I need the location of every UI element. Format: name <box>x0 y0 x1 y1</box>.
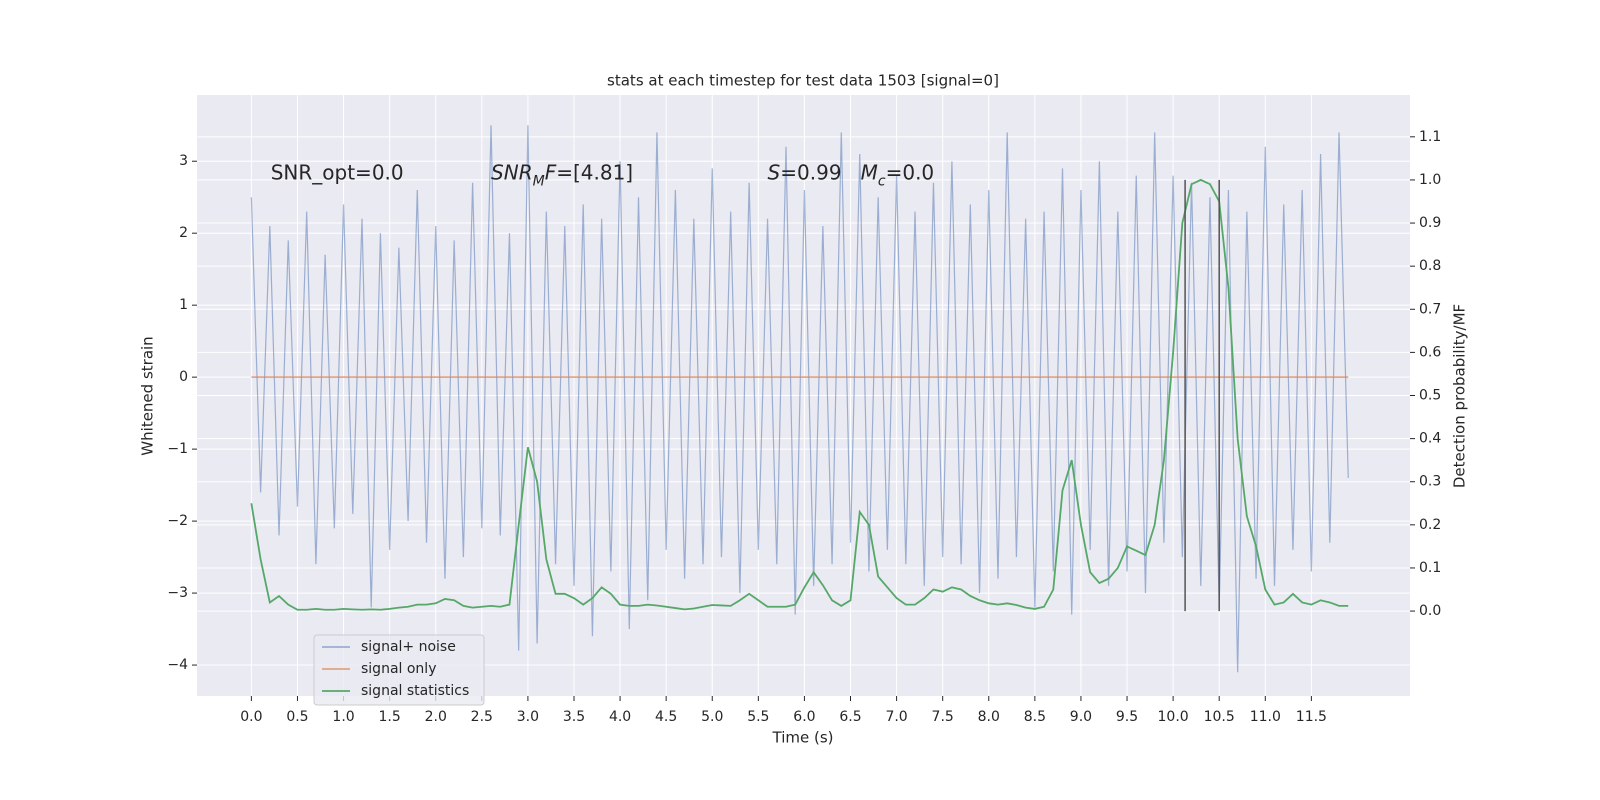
annotation-part: SNR <box>491 160 533 184</box>
x-tick-label: 4.5 <box>655 709 677 725</box>
x-tick-label: 9.0 <box>1070 709 1092 725</box>
y2-tick-label: 1.0 <box>1419 172 1441 188</box>
x-tick-label: 8.5 <box>1024 709 1046 725</box>
annotation-part: c <box>878 173 886 189</box>
annotation-part: S <box>768 160 781 184</box>
x-tick-label: 2.0 <box>425 709 447 725</box>
marks <box>250 125 1349 673</box>
y2-axis-label: Detection probability/MF <box>1451 304 1469 488</box>
x-tick-label: 10.5 <box>1204 709 1235 725</box>
y2-tick-label: 0.8 <box>1419 258 1441 274</box>
x-tick-label: 4.0 <box>609 709 631 725</box>
y2-tick-label: 0.7 <box>1419 301 1441 317</box>
y-tick-label: 1 <box>179 297 188 313</box>
annotation-part: M <box>533 173 545 189</box>
y-tick-label: 2 <box>179 225 188 241</box>
y-axis-label: Whitened strain <box>139 336 157 455</box>
annotation-part: SNR_opt=0.0 <box>271 160 404 184</box>
x-tick-label: 0.5 <box>286 709 308 725</box>
legend-box <box>313 634 485 706</box>
x-tick-label: 6.0 <box>793 709 815 725</box>
annotation-part: =0.99 <box>780 160 860 184</box>
y-tick-label: −3 <box>167 585 188 601</box>
y-tick-label: 3 <box>179 153 188 169</box>
x-tick-label: 11.5 <box>1296 709 1327 725</box>
series-line <box>250 178 1349 611</box>
annotation: SNR_opt=0.0 <box>271 160 404 184</box>
legend-label: signal only <box>361 661 436 677</box>
chart-title: stats at each timestep for test data 150… <box>607 72 999 90</box>
y2-tick-label: 0.4 <box>1419 431 1441 447</box>
y2-tick-label: 0.6 <box>1419 344 1441 360</box>
y2-tick-label: 0.0 <box>1419 603 1441 619</box>
annotation-part: F <box>545 160 557 184</box>
legend-label: signal statistics <box>361 683 469 699</box>
annotation: SNRMF=[4.81] <box>491 160 633 190</box>
x-tick-label: 10.0 <box>1158 709 1189 725</box>
series-line <box>250 125 1349 673</box>
annotation-part: M <box>861 160 878 184</box>
y2-tick-label: 0.9 <box>1419 215 1441 231</box>
annotation: S=0.99 Mc=0.0 <box>768 160 935 190</box>
y2-tick-label: 0.1 <box>1419 560 1441 576</box>
overlay: SNR_opt=0.0 SNRMF=[4.81] S=0.99 Mc=0.0 <box>271 160 1220 612</box>
y-tick-label: −1 <box>167 441 188 457</box>
x-tick-label: 1.0 <box>332 709 354 725</box>
x-tick-label: 1.5 <box>379 709 401 725</box>
x-tick-label: 0.0 <box>240 709 262 725</box>
y2-tick-label: 0.5 <box>1419 388 1441 404</box>
x-tick-label: 3.0 <box>517 709 539 725</box>
grid <box>197 95 1410 696</box>
x-tick-label: 3.5 <box>563 709 585 725</box>
y2-tick-label: 0.3 <box>1419 474 1441 490</box>
y-tick-label: −4 <box>167 657 188 673</box>
y-tick-label: 0 <box>179 369 188 385</box>
legend: signal+ noise signal only signal statistic… <box>313 634 485 706</box>
x-axis-label: Time (s) <box>772 729 834 747</box>
y2-tick-label: 1.1 <box>1419 129 1441 145</box>
x-tick-label: 11.0 <box>1250 709 1281 725</box>
x-tick-label: 5.0 <box>701 709 723 725</box>
x-tick-label: 7.0 <box>885 709 907 725</box>
y2-tick-label: 0.2 <box>1419 517 1441 533</box>
x-tick-label: 2.5 <box>471 709 493 725</box>
annotation-part: =0.0 <box>886 160 935 184</box>
x-tick-label: 6.5 <box>839 709 861 725</box>
x-tick-label: 9.5 <box>1116 709 1138 725</box>
y-tick-label: −2 <box>167 513 188 529</box>
x-tick-label: 5.5 <box>747 709 769 725</box>
legend-label: signal+ noise <box>361 639 456 655</box>
x-tick-label: 8.0 <box>978 709 1000 725</box>
x-tick-label: 7.5 <box>932 709 954 725</box>
annotation-part: =[4.81] <box>556 160 633 184</box>
